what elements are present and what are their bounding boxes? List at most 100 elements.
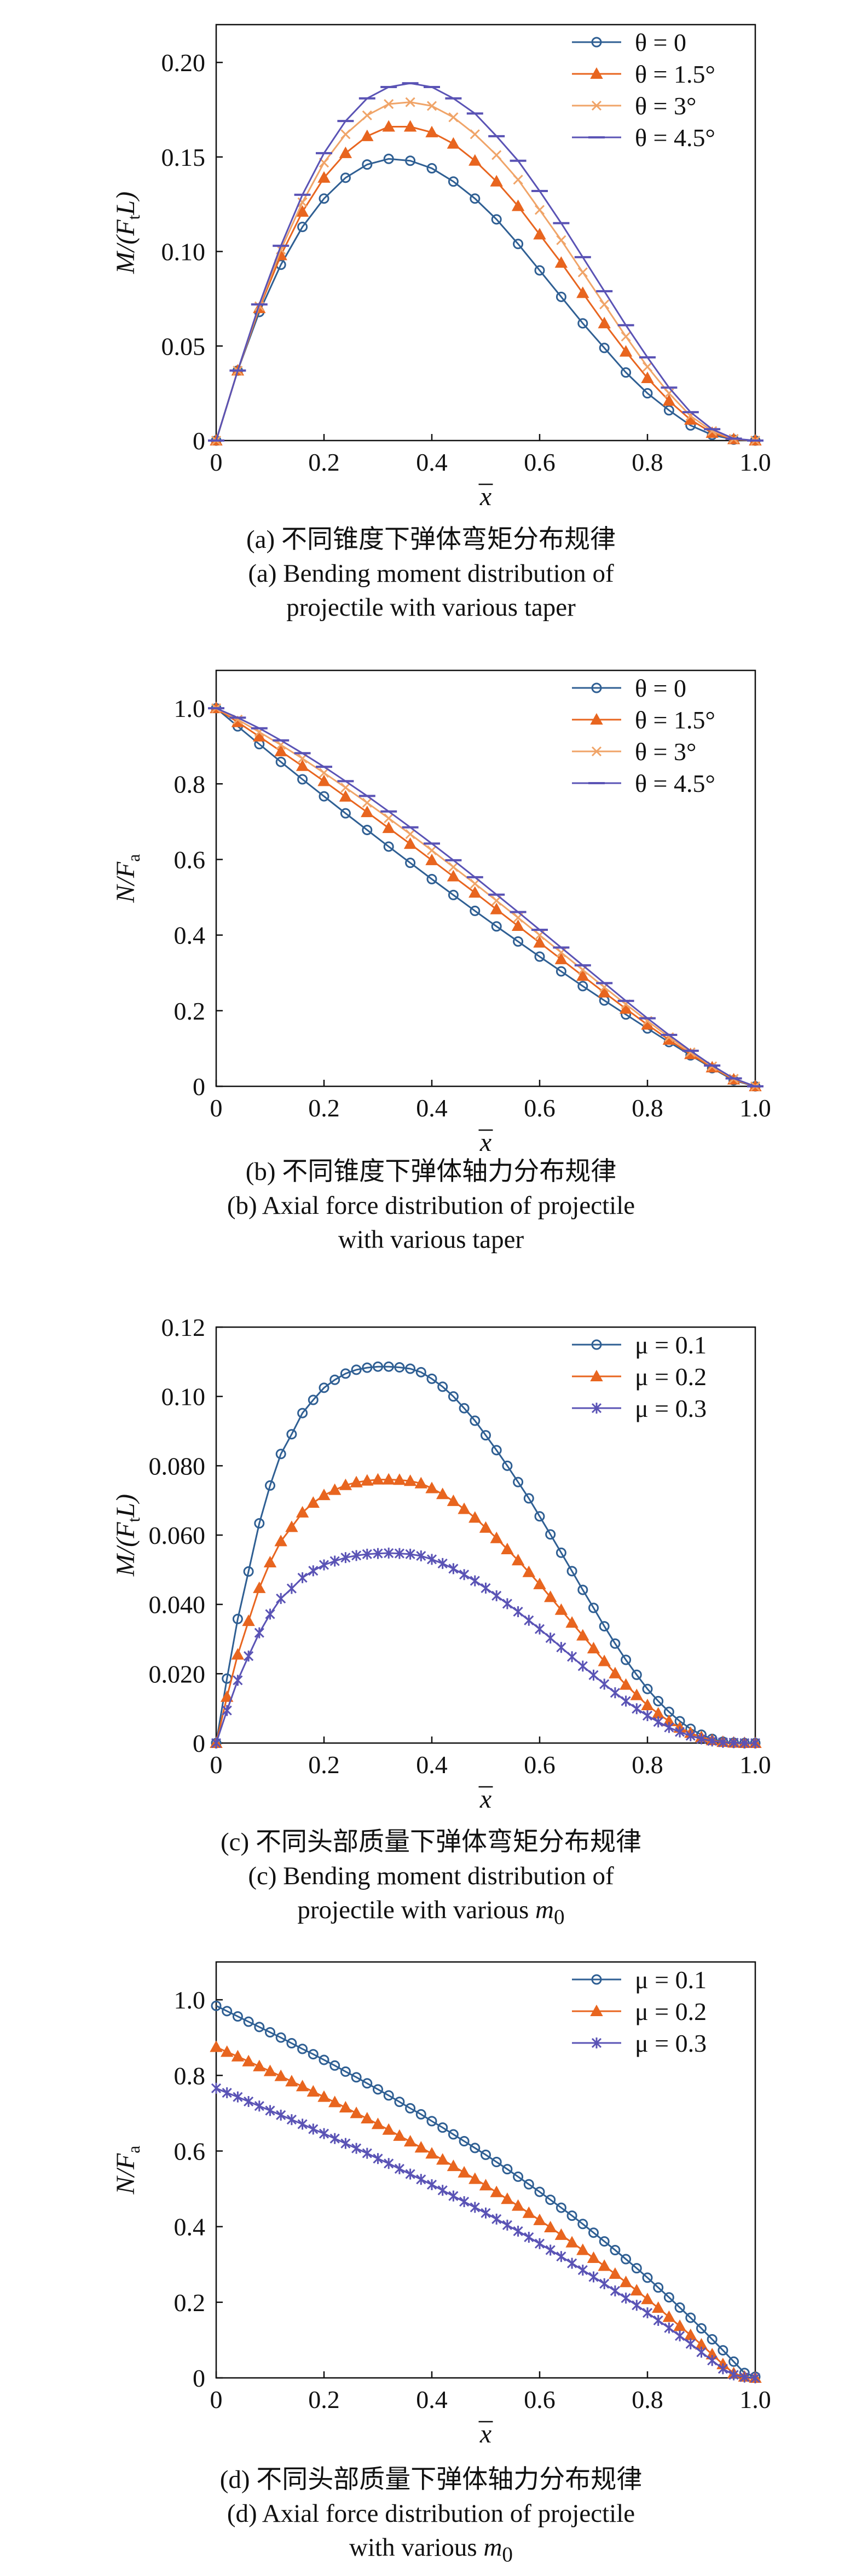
data-point	[566, 2210, 577, 2221]
data-point	[545, 2244, 556, 2256]
data-point	[642, 1683, 653, 1694]
data-point	[319, 768, 329, 778]
y-tick-label: 0.05	[161, 332, 206, 360]
data-point	[405, 2103, 416, 2114]
data-point	[513, 2171, 524, 2182]
y-axis-label: N/Fa	[111, 2146, 143, 2195]
data-point	[459, 2196, 470, 2208]
data-point	[663, 2292, 674, 2303]
x-tick-label: 1.0	[739, 448, 771, 476]
legend-marker	[590, 2004, 603, 2016]
data-point	[565, 1616, 578, 1628]
data-point	[275, 1449, 286, 1460]
data-point	[426, 873, 437, 884]
data-point	[436, 2153, 449, 2165]
data-point	[448, 176, 459, 187]
data-point	[513, 175, 523, 185]
data-point	[276, 1593, 286, 1604]
data-point	[254, 1518, 265, 1529]
data-point	[554, 2228, 568, 2240]
data-point	[405, 1548, 415, 1560]
series-line	[215, 1552, 755, 1744]
caption-d: (d) 不同头部质量下弹体轴力分布规律 (d) Axial force dist…	[0, 2463, 862, 2572]
data-point	[610, 1687, 620, 1699]
chart-c: 0 0.2 0.4 0.6 0.8 1.0 0 0.020 0.040 0.060 0.080 0.1…	[111, 1313, 771, 1814]
series-2	[210, 1473, 762, 1748]
data-point	[619, 1002, 633, 1014]
data-point	[470, 193, 481, 204]
data-point	[319, 1382, 329, 1393]
data-point	[685, 2312, 696, 2323]
data-point	[383, 153, 394, 164]
x-tick-label: 1.0	[739, 1751, 771, 1779]
data-point	[253, 1581, 266, 1593]
series-line	[215, 1479, 755, 1744]
data-point	[707, 2334, 718, 2345]
data-point	[642, 362, 653, 372]
data-point	[652, 2301, 665, 2313]
data-point	[728, 2369, 739, 2381]
data-point	[598, 1654, 611, 1666]
x-tick-label: 0	[210, 1751, 223, 1779]
data-point	[405, 1363, 416, 1374]
data-point	[534, 951, 545, 962]
data-point	[641, 2293, 654, 2305]
data-point	[588, 1669, 599, 1681]
data-point	[274, 744, 287, 756]
data-point	[632, 1703, 642, 1715]
data-point	[653, 2314, 663, 2326]
data-point	[696, 1733, 707, 1745]
x-tick-label: 0.6	[524, 2386, 556, 2413]
y-tick-label: 0.10	[161, 1383, 206, 1411]
data-point	[254, 2022, 265, 2033]
legend: θ = 0 θ = 1.5° θ = 3° θ = 4.5°	[572, 28, 715, 152]
plot-frame	[215, 669, 756, 1087]
x-tick-label: 0.8	[632, 1094, 663, 1122]
data-point	[276, 2109, 286, 2121]
data-point	[468, 154, 482, 166]
legend-label: μ = 0.1	[635, 1966, 707, 1994]
caption-c-cn: (c) 不同头部质量下弹体弯矩分布规律	[221, 1828, 641, 1856]
data-point	[524, 2231, 534, 2243]
data-point	[339, 1478, 352, 1490]
y-tick-label: 0.6	[174, 2137, 206, 2165]
data-point	[598, 2259, 611, 2271]
legend-label: θ = 4.5°	[635, 124, 715, 152]
caption-a-en-1: (a) Bending moment distribution of	[248, 559, 614, 588]
data-point	[373, 1548, 383, 1559]
data-point	[513, 1477, 524, 1487]
data-point	[544, 2220, 557, 2233]
data-point	[426, 163, 437, 174]
data-point	[479, 2179, 493, 2191]
data-point	[599, 2236, 610, 2247]
legend-marker	[591, 100, 602, 111]
data-point	[306, 2085, 320, 2097]
data-point	[447, 870, 460, 882]
series-line	[215, 101, 756, 442]
data-point	[533, 936, 546, 948]
plot-frame	[215, 1961, 756, 2379]
caption-b-en-1: (b) Axial force distribution of projecti…	[227, 1191, 635, 1220]
data-point	[577, 2219, 588, 2230]
data-point	[319, 2054, 329, 2065]
data-point	[382, 120, 395, 132]
data-point	[448, 2129, 459, 2140]
data-point	[621, 1695, 631, 1707]
data-point	[222, 1705, 232, 1716]
data-point	[340, 783, 351, 793]
y-tick-label: 0.8	[174, 770, 206, 798]
data-point	[470, 2143, 481, 2154]
data-point	[231, 2050, 245, 2062]
caption-b: (b) 不同锥度下弹体轴力分布规律 (b) Axial force distri…	[0, 1155, 862, 1257]
data-point	[350, 1475, 363, 1487]
data-point	[425, 125, 438, 137]
data-point	[317, 1489, 331, 1501]
series-3	[211, 2082, 761, 2383]
data-point	[393, 2129, 406, 2141]
data-point	[523, 1493, 534, 1504]
data-point	[534, 205, 545, 215]
data-point	[621, 2254, 632, 2265]
data-point	[567, 2257, 577, 2269]
x-axis-label: x	[479, 1128, 491, 1157]
data-point	[534, 1623, 545, 1635]
